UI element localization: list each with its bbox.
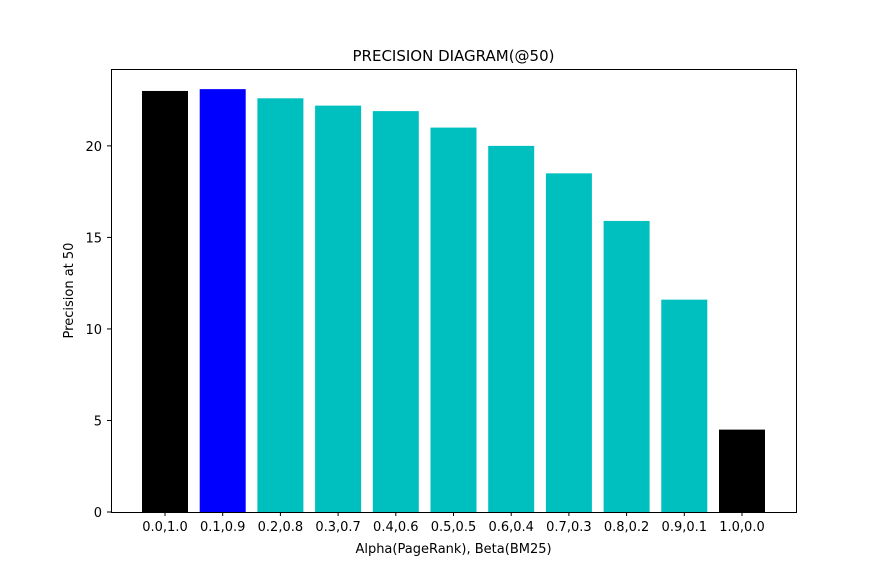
x-tick-label: 0.9,0.1 <box>662 520 707 535</box>
bar-1-0-0-0 <box>719 429 765 512</box>
x-tick-label: 0.0,1.0 <box>142 520 187 535</box>
bar-0-1-0-9 <box>199 89 246 513</box>
bar-0-2-0-8 <box>257 98 304 513</box>
y-tick-label: 10 <box>85 323 102 338</box>
bar-0-7-0-3 <box>545 173 592 513</box>
bar-0-4-0-6 <box>372 111 419 512</box>
x-tick-label: 0.1,0.9 <box>200 520 245 535</box>
x-tick-label: 0.4,0.6 <box>373 520 418 535</box>
bar-0-8-0-2 <box>603 220 650 512</box>
x-axis-ticks: 0.0,1.0 0.1,0.9 0.2,0.8 0.3,0.7 0.4,0.6 0.5,0… <box>142 512 765 535</box>
x-tick-label: 0.8,0.2 <box>604 520 649 535</box>
bar-0-0-1-0 <box>142 90 188 512</box>
x-tick-label: 0.6,0.4 <box>488 520 533 535</box>
x-tick-label: 0.3,0.7 <box>315 520 360 535</box>
plot-area-frame <box>111 69 797 513</box>
bars-group <box>142 89 765 513</box>
bar-0-5-0-5 <box>430 127 477 512</box>
chart-title: PRECISION DIAGRAM(@50) <box>353 47 555 65</box>
bar-0-9-0-1 <box>661 299 708 512</box>
y-tick-label: 15 <box>85 231 102 246</box>
x-tick-label: 0.2,0.8 <box>258 520 303 535</box>
bar-0-3-0-7 <box>315 105 362 512</box>
x-tick-label: 0.7,0.3 <box>546 520 591 535</box>
y-tick-label: 20 <box>85 140 102 155</box>
x-tick-label: 0.5,0.5 <box>431 520 476 535</box>
y-tick-label: 0 <box>94 506 102 521</box>
x-tick-label: 1.0,0.0 <box>719 520 764 535</box>
y-axis-title: Precision at 50 <box>62 243 77 339</box>
y-axis-ticks: 0 5 10 15 20 <box>85 140 111 521</box>
y-tick-label: 5 <box>94 414 102 429</box>
x-axis-title: Alpha(PageRank), Beta(BM25) <box>355 542 551 557</box>
bar-0-6-0-4 <box>488 145 535 513</box>
